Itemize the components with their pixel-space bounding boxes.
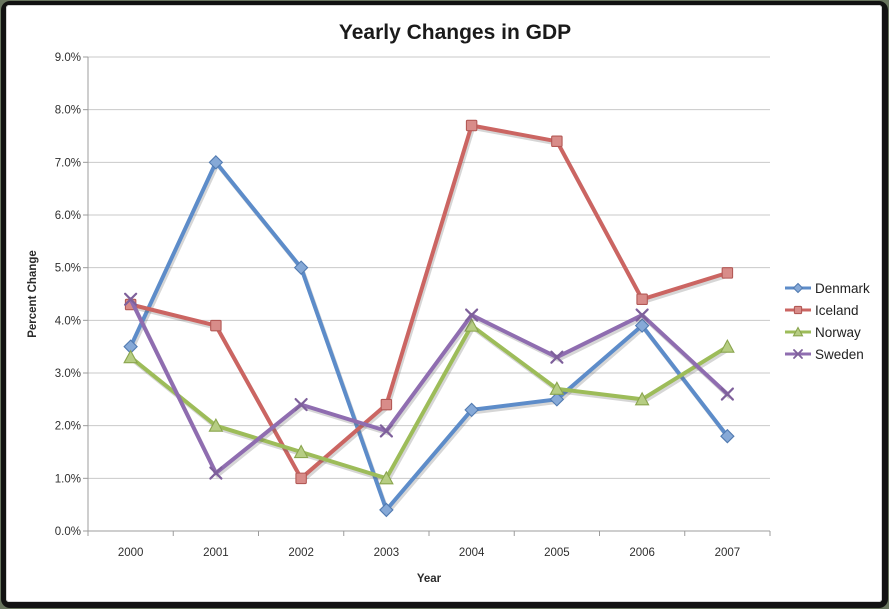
chart-canvas: 0.0% 1.0% 2.0% 3.0% 4.0% 5.0% 6.0% 7.0% 8.0% 9.0%… bbox=[6, 5, 882, 602]
diamond-marker bbox=[549, 392, 565, 407]
triangle-marker bbox=[293, 444, 309, 459]
x-axis-tick-label: 2000 bbox=[118, 547, 144, 559]
triangle-marker bbox=[549, 381, 565, 395]
legend-item-norway: Norway bbox=[784, 321, 870, 343]
legend-label: Norway bbox=[815, 324, 861, 340]
square-marker bbox=[380, 398, 393, 411]
x-axis-tick-label: 2004 bbox=[459, 547, 485, 559]
legend-label: Sweden bbox=[815, 346, 864, 362]
y-axis-tick-label: 8.0% bbox=[55, 105, 81, 117]
legend-marker-diamond bbox=[785, 282, 811, 294]
y-axis-tick-label: 9.0% bbox=[55, 52, 81, 64]
series-iceland bbox=[124, 119, 734, 485]
legend-item-denmark: Denmark bbox=[784, 277, 870, 299]
triangle-marker bbox=[208, 418, 224, 432]
square-marker bbox=[793, 305, 803, 315]
y-axis-tick-label: 6.0% bbox=[55, 210, 81, 222]
diamond-marker bbox=[293, 260, 309, 275]
triangle-marker bbox=[719, 339, 735, 353]
square-marker bbox=[210, 319, 222, 332]
y-axis-tick-label: 2.0% bbox=[55, 421, 81, 433]
triangle-marker bbox=[792, 326, 804, 337]
legend-marker-triangle bbox=[785, 326, 811, 337]
y-axis-tick-label: 4.0% bbox=[55, 315, 81, 327]
triangle-marker bbox=[378, 470, 394, 485]
x-axis-tick-label: 2007 bbox=[715, 547, 741, 559]
diamond-marker bbox=[634, 318, 650, 333]
legend-label: Iceland bbox=[815, 302, 859, 318]
x-marker bbox=[465, 308, 479, 322]
diamond-marker bbox=[720, 428, 735, 444]
diamond-marker bbox=[379, 502, 394, 518]
square-marker bbox=[721, 267, 734, 279]
series-sweden bbox=[124, 292, 734, 480]
x-marker bbox=[124, 292, 138, 306]
x-axis-tick-label: 2003 bbox=[374, 547, 400, 559]
x-axis-tick-label: 2002 bbox=[288, 547, 314, 559]
legend-label: Denmark bbox=[815, 280, 870, 296]
y-axis-tick-label: 7.0% bbox=[55, 157, 81, 169]
x-axis-tick-label: 2006 bbox=[629, 547, 655, 559]
x-axis-tick-label: 2005 bbox=[544, 547, 570, 559]
diamond-marker bbox=[208, 155, 224, 170]
triangle-marker bbox=[634, 391, 650, 406]
series-line-denmark bbox=[128, 160, 730, 512]
x-axis-title: Year bbox=[416, 573, 442, 585]
square-marker bbox=[551, 135, 563, 148]
triangle-marker bbox=[464, 317, 480, 332]
diamond-marker bbox=[464, 402, 479, 418]
x-marker bbox=[550, 350, 564, 364]
y-axis-tick-label: 0.0% bbox=[55, 526, 81, 538]
square-marker bbox=[465, 119, 478, 132]
x-marker bbox=[209, 466, 223, 480]
x-marker bbox=[379, 424, 393, 438]
series-denmark bbox=[123, 155, 735, 518]
series-norway bbox=[123, 317, 735, 485]
x-marker bbox=[635, 308, 649, 322]
x-marker bbox=[793, 349, 803, 359]
legend-item-sweden: Sweden bbox=[784, 343, 870, 365]
y-axis-title: Percent Change bbox=[27, 250, 39, 338]
x-axis-tick-label: 2001 bbox=[203, 547, 229, 559]
gdp-line-plot: 0.0% 1.0% 2.0% 3.0% 4.0% 5.0% 6.0% 7.0% 8.0% 9.0%… bbox=[55, 52, 771, 559]
square-marker bbox=[295, 472, 307, 485]
series-line-sweden bbox=[128, 297, 730, 476]
series-line-norway bbox=[128, 323, 730, 481]
diamond-marker bbox=[792, 282, 804, 294]
series-line-iceland bbox=[128, 123, 730, 481]
y-axis-tick-label: 3.0% bbox=[55, 368, 81, 380]
y-axis-tick-label: 5.0% bbox=[55, 263, 81, 275]
x-marker bbox=[720, 387, 734, 401]
series-line-shadow bbox=[130, 299, 731, 478]
legend-marker-square bbox=[785, 305, 811, 315]
chart-title: Yearly Changes in GDP bbox=[338, 21, 572, 44]
chart-legend: Denmark Iceland Norway Sweden bbox=[784, 277, 870, 365]
y-axis-tick-label: 1.0% bbox=[55, 473, 81, 485]
legend-marker-x bbox=[785, 349, 811, 359]
triangle-marker bbox=[123, 349, 139, 364]
legend-item-iceland: Iceland bbox=[784, 299, 870, 321]
square-marker bbox=[636, 293, 648, 306]
x-marker bbox=[294, 398, 308, 412]
